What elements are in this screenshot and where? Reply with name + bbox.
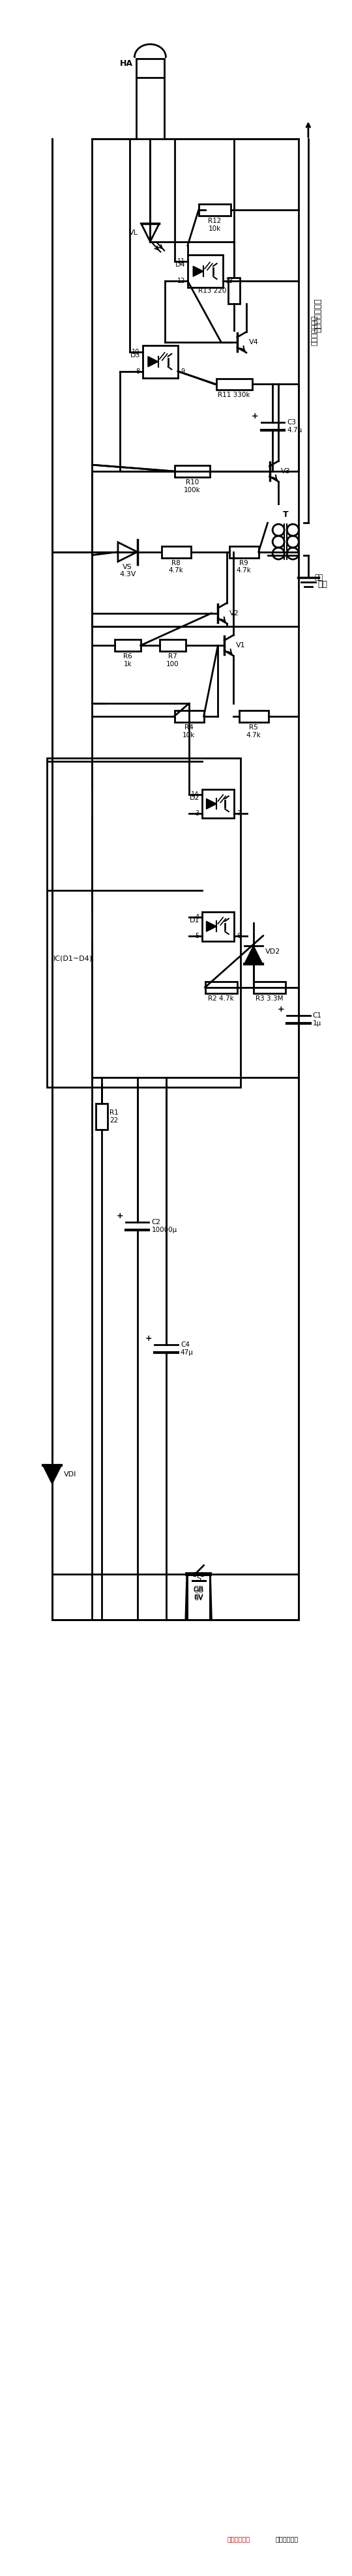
- Bar: [253, 981, 286, 994]
- Text: S: S: [196, 1577, 201, 1582]
- Text: 8: 8: [136, 368, 140, 374]
- Text: R9
4.7k: R9 4.7k: [236, 559, 251, 574]
- Bar: [47, 757, 240, 1087]
- Text: D1: D1: [190, 917, 200, 925]
- Text: R3 3.3M: R3 3.3M: [256, 994, 283, 1002]
- Text: GB
6V: GB 6V: [193, 1587, 204, 1602]
- Text: GB
6V: GB 6V: [193, 1587, 204, 1600]
- Polygon shape: [206, 799, 216, 809]
- Text: 3: 3: [195, 809, 199, 817]
- Text: R1
22: R1 22: [109, 1110, 119, 1123]
- Text: R10
100k: R10 100k: [184, 479, 201, 492]
- Bar: [202, 912, 234, 940]
- Text: 12: 12: [177, 278, 185, 283]
- Text: C4
47μ: C4 47μ: [181, 1342, 194, 1355]
- Bar: [216, 379, 252, 389]
- Text: R8
4.7k: R8 4.7k: [169, 559, 183, 574]
- Text: VD2: VD2: [265, 948, 280, 956]
- Bar: [175, 466, 210, 477]
- Text: C2
10000μ: C2 10000μ: [151, 1218, 177, 1234]
- Bar: [162, 546, 191, 559]
- Text: V3: V3: [281, 469, 291, 474]
- Text: 信源与工程师: 信源与工程师: [227, 2535, 250, 2543]
- Text: R6
1k: R6 1k: [123, 654, 132, 667]
- Polygon shape: [206, 922, 216, 933]
- Text: D4: D4: [176, 263, 186, 268]
- Bar: [205, 981, 237, 994]
- Text: T: T: [283, 510, 289, 518]
- Polygon shape: [118, 541, 137, 562]
- Text: VL: VL: [129, 229, 138, 237]
- Bar: [202, 788, 234, 819]
- Text: 接地: 接地: [315, 574, 323, 582]
- Text: 13: 13: [226, 278, 234, 283]
- Bar: [96, 1103, 108, 1128]
- Text: 9: 9: [181, 368, 184, 374]
- Text: 接电笼的穿导线: 接电笼的穿导线: [314, 299, 322, 332]
- Bar: [143, 345, 178, 379]
- Text: +: +: [145, 1334, 152, 1342]
- Polygon shape: [148, 355, 158, 366]
- Text: R12
10k: R12 10k: [208, 219, 221, 232]
- Text: V4: V4: [249, 340, 258, 345]
- Circle shape: [201, 1571, 205, 1577]
- Text: 10: 10: [132, 348, 140, 355]
- Bar: [136, 59, 164, 77]
- Polygon shape: [244, 945, 263, 963]
- Text: V2: V2: [230, 611, 239, 616]
- Text: R4
10k: R4 10k: [183, 724, 195, 739]
- Polygon shape: [141, 224, 159, 242]
- Text: HA: HA: [120, 59, 133, 67]
- Text: D3: D3: [130, 353, 140, 358]
- Text: IC(D1~D4): IC(D1~D4): [54, 956, 93, 961]
- Text: VDI: VDI: [64, 1471, 76, 1479]
- Text: 接电笼的穿导线: 接电笼的穿导线: [312, 314, 318, 345]
- Text: D2: D2: [190, 796, 200, 801]
- Text: +: +: [252, 412, 259, 420]
- Text: 信源与工程师: 信源与工程师: [276, 2535, 298, 2543]
- Circle shape: [193, 1571, 197, 1577]
- Bar: [115, 639, 140, 652]
- Text: 14: 14: [191, 791, 199, 799]
- Polygon shape: [43, 1466, 61, 1484]
- Text: R2 4.7k: R2 4.7k: [208, 994, 234, 1002]
- Bar: [199, 204, 231, 216]
- Polygon shape: [193, 265, 203, 276]
- Text: 接地: 接地: [318, 580, 328, 587]
- Text: 4: 4: [195, 914, 199, 920]
- Bar: [188, 255, 223, 289]
- Text: 6: 6: [237, 933, 241, 940]
- Bar: [228, 278, 240, 304]
- Text: C1
1μ: C1 1μ: [313, 1012, 322, 1028]
- Text: C3
4.7μ: C3 4.7μ: [287, 420, 302, 433]
- Text: V1: V1: [236, 641, 246, 649]
- Text: 5: 5: [195, 933, 199, 940]
- Text: 11: 11: [177, 258, 185, 265]
- Text: R5
4.7k: R5 4.7k: [246, 724, 261, 739]
- Text: R11 330k: R11 330k: [218, 392, 250, 399]
- Text: 7: 7: [237, 809, 241, 817]
- Bar: [239, 711, 268, 721]
- Text: VS
4.3V: VS 4.3V: [119, 564, 136, 577]
- Bar: [230, 546, 259, 559]
- Bar: [175, 711, 204, 721]
- Text: +: +: [277, 1005, 284, 1015]
- Text: R13 220: R13 220: [198, 289, 226, 294]
- Text: R7
100: R7 100: [166, 654, 179, 667]
- Text: +: +: [116, 1211, 123, 1221]
- Bar: [160, 639, 186, 652]
